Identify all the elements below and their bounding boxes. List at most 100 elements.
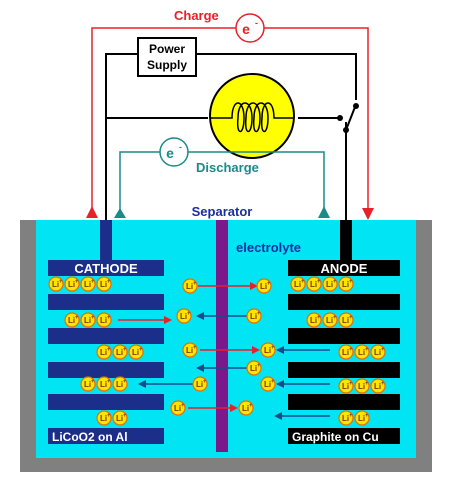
lithium-ion: Li + [322, 312, 338, 328]
svg-text:+: + [349, 279, 353, 285]
cathode-terminal [100, 220, 112, 260]
svg-text:+: + [365, 381, 369, 387]
svg-text:+: + [193, 345, 197, 351]
lithium-ion: Li + [96, 312, 112, 328]
svg-text:Li: Li [100, 280, 107, 289]
svg-text:Li: Li [250, 312, 257, 321]
cathode-header [48, 260, 164, 276]
lightbulb-icon [209, 73, 295, 159]
svg-text:Li: Li [326, 280, 333, 289]
svg-text:+: + [271, 345, 275, 351]
svg-text:Li: Li [342, 316, 349, 325]
svg-text:+: + [249, 403, 253, 409]
svg-text:+: + [203, 379, 207, 385]
lithium-ion: Li + [112, 410, 128, 426]
lithium-ion: Li + [370, 378, 386, 394]
charge-electron: e - [235, 13, 265, 43]
svg-text:+: + [139, 347, 143, 353]
svg-text:+: + [317, 279, 321, 285]
lithium-ion: Li + [80, 276, 96, 292]
svg-text:+: + [301, 279, 305, 285]
lithium-ion: Li + [338, 410, 354, 426]
svg-text:Li: Li [260, 282, 267, 291]
lithium-ion: Li + [246, 360, 262, 376]
lithium-ion: Li + [238, 400, 254, 416]
lithium-ion: Li + [128, 344, 144, 360]
svg-text:Li: Li [68, 316, 75, 325]
cathode-plate [48, 394, 164, 410]
svg-text:+: + [123, 413, 127, 419]
discharge-label: Discharge [196, 160, 259, 175]
lithium-ion: Li + [64, 312, 80, 328]
svg-text:+: + [75, 279, 79, 285]
svg-text:+: + [365, 347, 369, 353]
anode-header [288, 260, 400, 276]
svg-text:+: + [107, 347, 111, 353]
svg-text:Li: Li [358, 382, 365, 391]
svg-text:+: + [193, 281, 197, 287]
lithium-ion: Li + [112, 376, 128, 392]
svg-text:+: + [333, 315, 337, 321]
svg-text:Li: Li [52, 280, 59, 289]
cathode-plate [48, 328, 164, 344]
svg-text:+: + [349, 381, 353, 387]
lithium-ions: Li + Li + Li + Li +Li + Li + Li +Li + Li + Li +Li + Li + Li +L… [48, 276, 386, 426]
cathode-material-label: LiCoO2 on Al [52, 430, 128, 444]
svg-text:Li: Li [374, 348, 381, 357]
svg-text:Li: Li [116, 414, 123, 423]
discharge-electron: e - [159, 137, 189, 167]
svg-text:+: + [107, 315, 111, 321]
anode-stack: ANODE Graphite on Cu [288, 260, 400, 444]
discharge-arrow-right-icon [318, 206, 330, 218]
svg-text:Li: Li [186, 346, 193, 355]
lithium-ion: Li + [48, 276, 64, 292]
anode-terminal [340, 220, 352, 260]
svg-text:Li: Li [342, 414, 349, 423]
lithium-ion: Li + [170, 400, 186, 416]
svg-text:Li: Li [294, 280, 301, 289]
svg-text:Li: Li [342, 348, 349, 357]
lithium-ion: Li + [306, 312, 322, 328]
svg-text:Li: Li [264, 346, 271, 355]
lithium-ion: Li + [354, 410, 370, 426]
svg-text:Li: Li [100, 316, 107, 325]
power-supply-label-2: Supply [147, 58, 187, 72]
svg-text:+: + [75, 315, 79, 321]
svg-text:Li: Li [250, 364, 257, 373]
lithium-ion: Li + [246, 308, 262, 324]
lithium-ion: Li + [306, 276, 322, 292]
lithium-ion: Li + [80, 312, 96, 328]
separator [216, 220, 228, 452]
svg-text:Li: Li [186, 282, 193, 291]
lithium-ion: Li + [260, 342, 276, 358]
svg-text:+: + [91, 279, 95, 285]
svg-text:+: + [91, 379, 95, 385]
svg-text:+: + [349, 315, 353, 321]
svg-text:+: + [365, 413, 369, 419]
svg-text:+: + [123, 379, 127, 385]
ion-arrows [118, 282, 330, 420]
svg-text:+: + [381, 347, 385, 353]
power-supply-box [137, 37, 197, 77]
svg-text:Li: Li [84, 380, 91, 389]
switch-icon [337, 103, 359, 133]
svg-text:Li: Li [310, 316, 317, 325]
svg-text:+: + [107, 379, 111, 385]
power-supply-label-1: Power [149, 42, 185, 56]
lithium-ion: Li + [112, 344, 128, 360]
cathode-footer [48, 428, 164, 444]
svg-text:Li: Li [326, 316, 333, 325]
separator-label: Separator [192, 204, 253, 219]
svg-text:+: + [267, 281, 271, 287]
svg-text:Li: Li [132, 348, 139, 357]
cathode-label: CATHODE [74, 261, 138, 276]
anode-footer [288, 428, 400, 444]
anode-label: ANODE [321, 261, 368, 276]
svg-text:+: + [91, 315, 95, 321]
svg-text:+: + [59, 279, 63, 285]
svg-text:+: + [333, 279, 337, 285]
lithium-ion: Li + [338, 276, 354, 292]
svg-text:Li: Li [374, 382, 381, 391]
lithium-ion: Li + [192, 376, 208, 392]
